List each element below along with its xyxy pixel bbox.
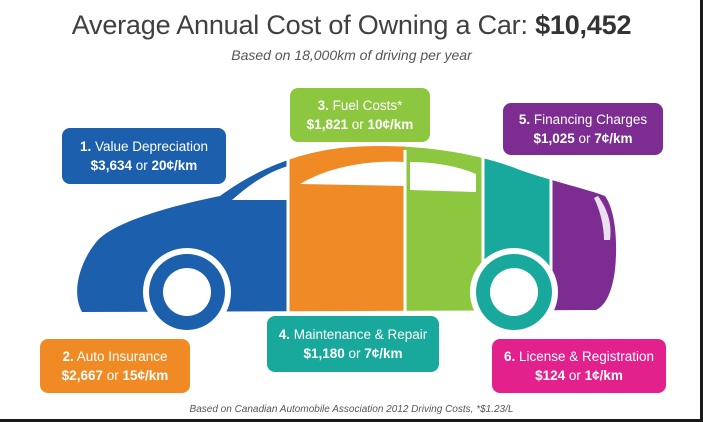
rear-window <box>232 166 288 200</box>
callout-number: 1. <box>79 138 92 154</box>
callout-amount: $3,634 <box>90 157 132 173</box>
callout-label: Financing Charges <box>533 111 648 127</box>
callout-amount: $1,821 <box>306 116 348 132</box>
callout-number: 4. <box>278 326 290 342</box>
callout-or: or <box>578 130 591 146</box>
callout-amount: $1,180 <box>303 345 345 361</box>
callout-or: or <box>348 345 361 361</box>
page-subtitle: Based on 18,000km of driving per year <box>231 47 472 63</box>
callout-per-km: 7¢/km <box>364 345 403 361</box>
callout-value-depreciation: 1. Value Depreciation $3,634 or 20¢/km <box>62 128 226 184</box>
title-prefix: Average Annual Cost of Owning a Car: <box>71 10 528 40</box>
callout-label: Fuel Costs* <box>332 97 403 113</box>
front-window <box>410 162 476 192</box>
callout-per-km: 20¢/km <box>151 157 198 173</box>
frame-border-right <box>700 0 703 422</box>
callout-per-km: 1¢/km <box>584 367 623 383</box>
callout-amount: $124 <box>535 367 566 383</box>
page-title: Average Annual Cost of Owning a Car: $10… <box>0 10 703 41</box>
middle-window <box>300 161 405 186</box>
callout-or: or <box>135 157 148 173</box>
callout-amount: $1,025 <box>533 130 575 146</box>
tail-light <box>594 196 611 240</box>
callout-number: 6. <box>503 348 516 364</box>
callout-number: 5. <box>518 111 531 127</box>
callout-maintenance-repair: 4. Maintenance & Repair $1,180 or 7¢/km <box>267 316 439 372</box>
callout-per-km: 7¢/km <box>594 130 633 146</box>
callout-label: Auto Insurance <box>76 348 168 364</box>
rear-wheel-hub <box>163 268 211 316</box>
callout-license-registration: 6. License & Registration $124 or 1¢/km <box>492 339 666 393</box>
callout-financing-charges: 5. Financing Charges $1,025 or 7¢/km <box>503 103 663 155</box>
front-wheel-hub <box>490 268 538 316</box>
callout-label: Value Depreciation <box>94 138 209 154</box>
callout-amount: $2,667 <box>61 367 103 383</box>
callout-or: or <box>568 367 581 383</box>
callout-label: Maintenance & Repair <box>293 326 428 342</box>
callout-number: 3. <box>317 97 329 113</box>
callout-fuel-costs: 3. Fuel Costs* $1,821 or 10¢/km <box>290 88 430 142</box>
callout-label: License & Registration <box>518 348 655 364</box>
callout-number: 2. <box>62 348 74 364</box>
callout-or: or <box>351 116 364 132</box>
callout-or: or <box>106 367 119 383</box>
callout-per-km: 10¢/km <box>367 116 414 132</box>
title-amount: $10,452 <box>535 10 632 40</box>
callout-per-km: 15¢/km <box>122 367 169 383</box>
frame-border-bottom <box>0 419 703 422</box>
callout-auto-insurance: 2. Auto Insurance $2,667 or 15¢/km <box>40 339 190 393</box>
source-footnote: Based on Canadian Automobile Association… <box>189 404 514 415</box>
